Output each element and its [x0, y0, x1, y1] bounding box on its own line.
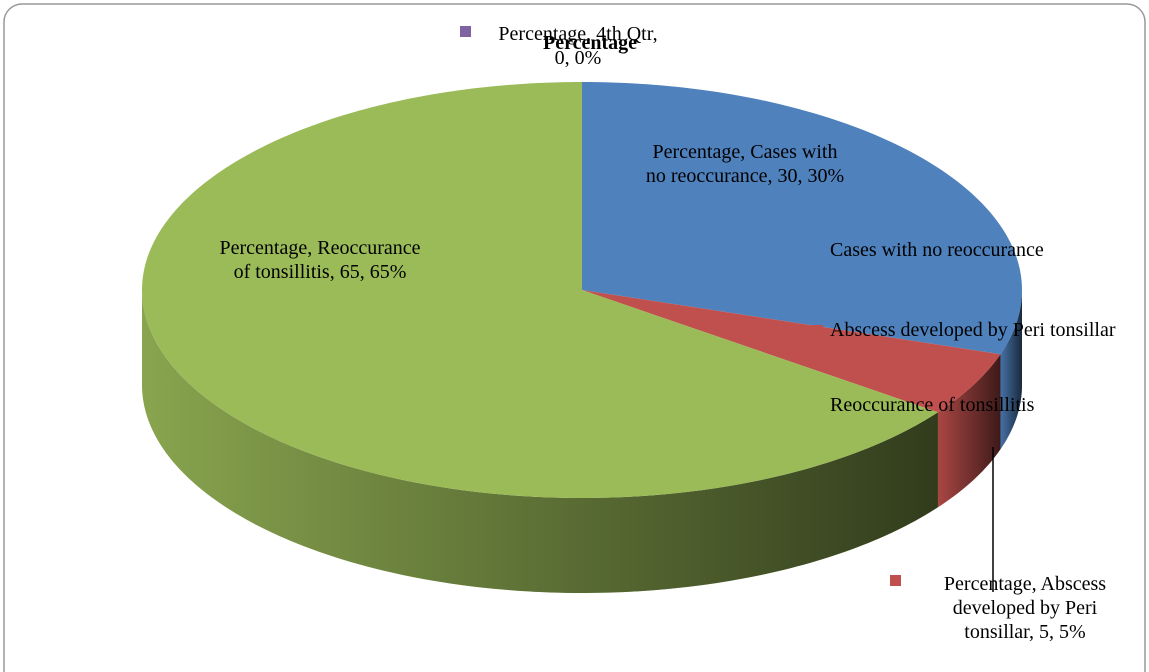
legend-key: [812, 245, 823, 256]
legend-key: [812, 400, 823, 411]
legend-key: [812, 325, 823, 336]
data-label: Percentage, 4th Qtr, 0, 0%: [498, 23, 658, 69]
pie-slice: [142, 82, 938, 498]
data-label: Percentage, Reoccurance of tonsillitis, …: [219, 237, 421, 283]
pie-slice: [582, 290, 1001, 413]
legend-label: Cases with no reoccurance: [830, 239, 1044, 261]
legend-label: Reoccurance of tonsillitis: [830, 394, 1035, 416]
data-label: Percentage, Cases with no reoccurance, 3…: [645, 141, 845, 187]
legend-label: Abscess developed by Peri tonsillar: [830, 319, 1116, 341]
pie-side-shade: [937, 354, 1001, 508]
data-label-key: [460, 26, 471, 37]
pie-side-shade: [1000, 290, 1022, 450]
pie-slice: [582, 82, 1022, 355]
pie-side-shade: [142, 290, 938, 593]
data-label: Percentage, Abscess developed by Peri to…: [943, 573, 1107, 643]
data-label-key: [890, 575, 901, 586]
chart-title: Percentage: [542, 32, 638, 54]
